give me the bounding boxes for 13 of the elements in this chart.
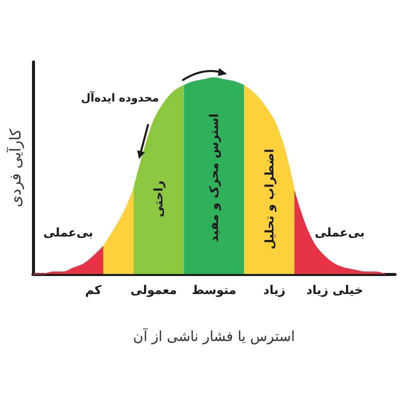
x-tick-label: متوسط <box>192 283 236 297</box>
y-axis-title: کارآیی فردی <box>6 128 24 208</box>
x-tick-label: زیاد <box>263 283 286 297</box>
x-tick-label: خیلی زیاد <box>306 283 364 297</box>
series-label: بی‌عملی <box>314 226 365 240</box>
annotation: محدوده ایده‌آل <box>81 90 159 104</box>
series-label: بی‌عملی <box>43 226 94 240</box>
x-tick-label: معمولی <box>130 283 177 297</box>
x-axis-title: استرس یا فشار ناشی از آن <box>133 327 295 345</box>
series-label: اضطراب و تحلیل <box>262 148 276 250</box>
series-label: استرس محرک و مفید <box>207 114 221 242</box>
x-tick-label: کم <box>85 283 102 297</box>
series-label: راحتی <box>152 180 166 218</box>
